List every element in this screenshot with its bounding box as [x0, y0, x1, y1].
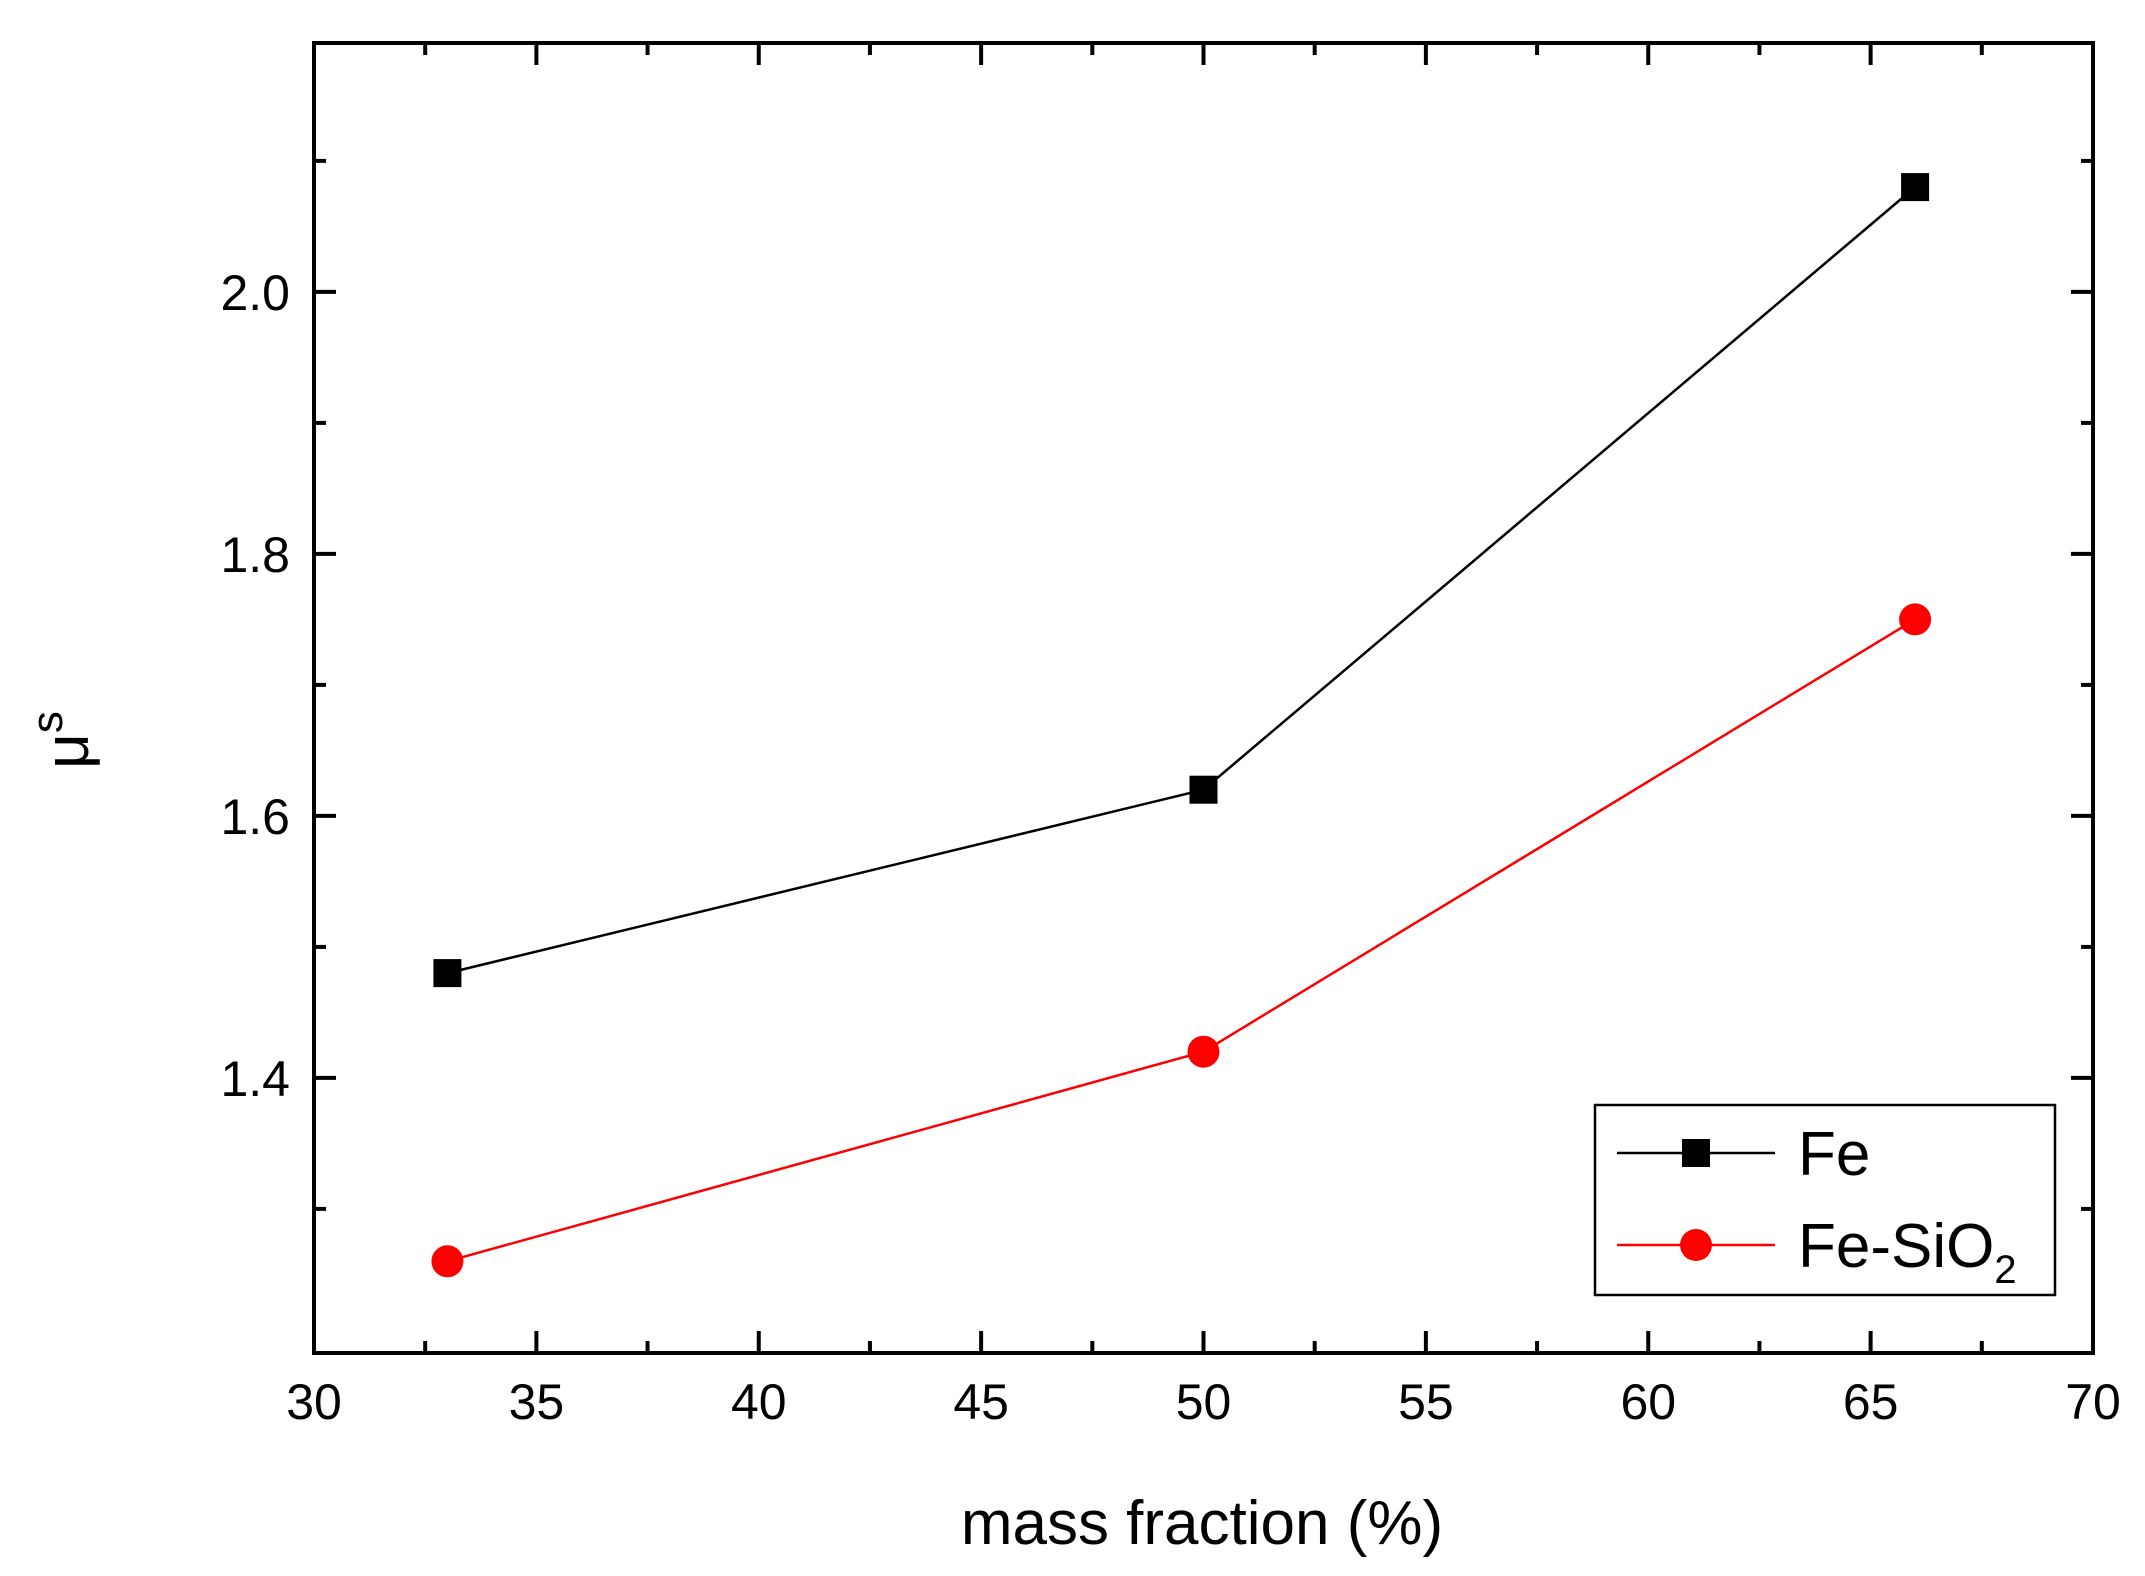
x-tick-label: 45 [953, 1374, 1009, 1430]
ticks-layer: 30 35 40 45 50 55 60 65 70 1.4 1.6 1.8 2.0 [220, 43, 2121, 1430]
x-tick-label: 60 [1620, 1374, 1676, 1430]
x-tick-label: 65 [1843, 1374, 1899, 1430]
data-point [1901, 173, 1930, 202]
legend: Fe Fe-SiO2 [1593, 1103, 2057, 1297]
data-point [1189, 775, 1218, 804]
legend-marker [1680, 1229, 1712, 1261]
y-tick-label: 2.0 [220, 265, 290, 321]
plot-frame [312, 41, 2095, 1355]
labels-layer: mass fraction (%) μs [23, 711, 1443, 1558]
y-axis-title: μs [23, 711, 102, 769]
legend-item: Fe [1617, 1120, 1870, 1189]
legend-label: Fe [1798, 1120, 1870, 1189]
legend-label-main: Fe-SiO [1798, 1212, 1994, 1281]
x-tick-label: 35 [509, 1374, 565, 1430]
legend-item: Fe-SiO2 [1617, 1212, 2017, 1292]
series-line [447, 186, 1916, 975]
y-tick-label: 1.8 [220, 527, 290, 583]
series-layer [431, 173, 1932, 1278]
series-fe [433, 173, 1930, 988]
x-tick-label: 30 [286, 1374, 342, 1430]
data-point [433, 959, 462, 988]
legend-box [1593, 1103, 2057, 1297]
x-tick-label: 55 [1398, 1374, 1454, 1430]
y-axis-title-main: μ [33, 733, 102, 769]
legend-label: Fe-SiO2 [1798, 1212, 2017, 1292]
data-point [1899, 603, 1932, 636]
data-point [431, 1245, 464, 1278]
x-axis-title: mass fraction (%) [961, 1489, 1443, 1558]
legend-label-subscript: 2 [1994, 1248, 2016, 1292]
x-tick-label: 70 [2065, 1374, 2121, 1430]
y-tick-label: 1.4 [220, 1051, 290, 1107]
y-tick-label: 1.6 [220, 789, 290, 845]
data-point [1187, 1035, 1220, 1068]
y-axis-title-superscript: s [23, 711, 72, 733]
legend-label-main: Fe [1798, 1120, 1870, 1189]
legend-marker [1682, 1139, 1710, 1167]
x-tick-label: 40 [731, 1374, 787, 1430]
series-fe-sio2 [431, 603, 1932, 1278]
x-tick-label: 50 [1176, 1374, 1232, 1430]
